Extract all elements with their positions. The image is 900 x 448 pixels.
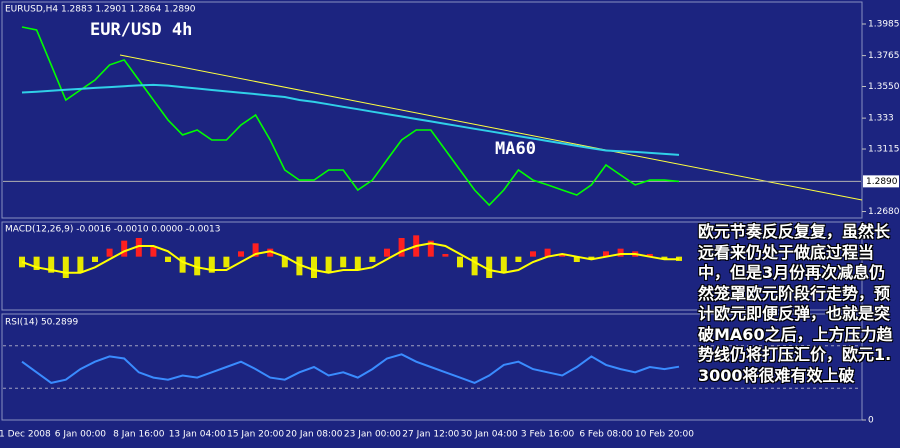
macd-bar: [646, 254, 653, 257]
macd-bar: [588, 256, 595, 260]
macd-bar: [238, 251, 244, 257]
y-tick-label: 0: [868, 416, 874, 426]
last-price-label: 1.2890: [866, 177, 898, 187]
macd-bar: [340, 256, 347, 268]
x-tick-label: 20 Jan 08:00: [286, 430, 343, 440]
y-tick-label: 1.3985: [868, 19, 900, 29]
annotation-text: 欧元节奏反反复复，虽然长远看来仍处于做底过程当中，但是3月份再次减息仍然笼罩欧元…: [698, 222, 893, 385]
series-line: [21, 26, 680, 207]
y-tick-label: 1.3765: [868, 51, 900, 61]
y-tick-label: 1.3115: [868, 145, 900, 155]
x-tick-label: 8 Jan 16:00: [113, 430, 165, 440]
x-tick-label: 27 Jan 12:00: [402, 430, 459, 440]
x-tick-label: 23 Jan 00:00: [344, 430, 401, 440]
x-tick-label: 6 Feb 08:00: [579, 430, 633, 440]
rsi-panel: [1, 313, 863, 421]
macd-bar: [106, 248, 113, 257]
price-title: EURUSD,H4 1.2883 1.2901 1.2864 1.2890: [5, 5, 196, 15]
macd-bar: [500, 256, 507, 273]
last-price-box: [863, 175, 899, 188]
x-tick-label: 3 Feb 16:00: [521, 430, 575, 440]
x-tick-label: 6 Jan 00:00: [55, 430, 107, 440]
macd-bar: [354, 256, 361, 270]
x-tick-label: 15 Jan 20:00: [227, 430, 284, 440]
series-line: [21, 83, 680, 156]
macd-bar: [223, 256, 230, 268]
rsi-title: RSI(14) 50.2899: [5, 318, 78, 328]
x-tick-label: 10 Feb 20:00: [635, 430, 694, 440]
macd-bar: [573, 256, 580, 262]
macd-bar: [617, 248, 624, 257]
macd-bar: [48, 256, 55, 273]
macd-bar: [427, 240, 434, 257]
macd-bar: [194, 256, 201, 276]
macd-bar: [92, 256, 98, 262]
macd-bar: [369, 256, 376, 262]
macd-bar: [33, 256, 40, 270]
x-tick-label: 31 Dec 2008: [0, 430, 51, 440]
macd-bar: [442, 254, 449, 257]
macd-bar: [179, 256, 186, 273]
macd-bar: [471, 256, 478, 276]
macd-title: MACD(12,26,9) -0.0016 -0.0010 0.0000 -0.…: [5, 225, 221, 235]
macd-bar: [325, 256, 332, 273]
macd-bar: [267, 248, 274, 257]
macd-bar: [62, 256, 69, 278]
macd-bar: [559, 254, 566, 257]
series-line: [21, 242, 679, 274]
macd-bar: [457, 256, 463, 268]
macd-bar: [165, 256, 171, 262]
macd-bar: [486, 256, 493, 278]
ma-label: MA60: [495, 139, 536, 159]
macd-bar: [208, 256, 215, 273]
macd-bar: [281, 256, 288, 268]
y-tick-label: 1.333: [868, 114, 894, 124]
trend-line: [119, 54, 863, 201]
y-tick-label: 1.3550: [868, 82, 900, 92]
macd-bar: [150, 246, 157, 257]
pair-label: EUR/USD 4h: [90, 20, 192, 40]
series-line: [21, 353, 680, 384]
price-panel: [1, 1, 863, 219]
macd-bar: [530, 251, 536, 257]
macd-bar: [135, 238, 142, 257]
macd-bar: [121, 240, 128, 257]
y-tick-label: 1.2680: [868, 207, 900, 217]
macd-bar: [603, 251, 609, 257]
macd-bar: [515, 256, 522, 262]
macd-bar: [311, 256, 317, 278]
macd-bar: [398, 238, 405, 257]
x-tick-label: 30 Jan 04:00: [461, 430, 518, 440]
macd-bar: [661, 256, 668, 260]
macd-bar: [77, 256, 84, 273]
macd-bar: [296, 256, 303, 276]
macd-panel: [1, 221, 863, 311]
macd-bar: [252, 243, 259, 257]
macd-bar: [384, 248, 390, 257]
x-tick-label: 13 Jan 04:00: [169, 430, 226, 440]
macd-bar: [544, 248, 551, 257]
